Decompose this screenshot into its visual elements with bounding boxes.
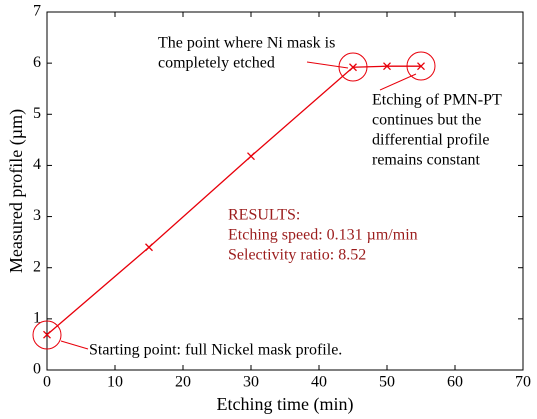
point-marker (145, 243, 153, 252)
y-tick-label: 5 (33, 105, 41, 122)
x-tick-label: 10 (107, 374, 123, 391)
x-tick-label: 60 (447, 374, 463, 391)
y-tick-label: 0 (33, 361, 41, 378)
y-tick-label: 6 (33, 54, 41, 71)
x-axis-label: Etching time (min) (217, 394, 354, 415)
annotation-pointer (60, 340, 89, 350)
annotation: Etching of PMN-PT (372, 92, 502, 109)
annotation-pointer (306, 61, 349, 69)
annotation: Selectivity ratio: 8.52 (228, 247, 366, 264)
annotation: The point where Ni mask is (158, 35, 335, 52)
annotation: completely etched (158, 55, 275, 72)
x-tick-label: 30 (243, 374, 259, 391)
annotation: Etching speed: 0.131 µm/min (228, 227, 418, 244)
point-marker (417, 62, 425, 71)
y-tick-label: 4 (33, 156, 41, 173)
point-marker (43, 330, 51, 339)
x-tick-label: 20 (175, 374, 191, 391)
annotation: remains constant (372, 152, 481, 169)
annotation: differential profile (372, 132, 489, 149)
y-tick-label: 7 (33, 3, 41, 20)
y-axis-label: Measured profile (µm) (6, 109, 27, 273)
annotation: RESULTS: (228, 207, 300, 224)
y-tick-label: 1 (33, 310, 41, 327)
highlight-circle (32, 320, 62, 350)
plot-frame (46, 11, 524, 371)
data-line (46, 65, 421, 336)
point-marker (247, 152, 255, 161)
y-tick-label: 3 (33, 207, 41, 224)
x-tick-label: 70 (515, 374, 531, 391)
point-marker (349, 63, 357, 72)
y-tick-label: 2 (33, 258, 41, 275)
point-marker (383, 62, 391, 71)
annotation: Starting point: full Nickel mask profile… (89, 342, 342, 359)
annotation-pointer (379, 73, 417, 91)
annotation: continues but the (372, 112, 481, 129)
x-tick-label: 50 (379, 374, 395, 391)
x-tick-label: 0 (43, 374, 51, 391)
x-tick-label: 40 (311, 374, 327, 391)
